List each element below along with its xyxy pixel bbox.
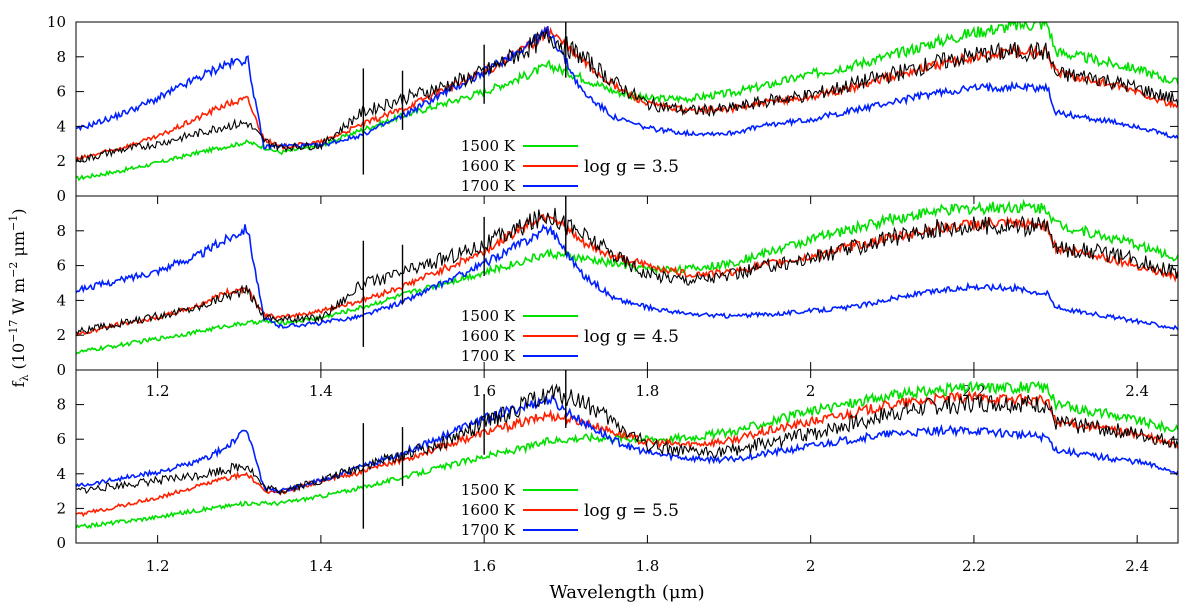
x-tick-label: 1.2 xyxy=(146,557,170,575)
legend: 1500 K 1600 K 1700 K xyxy=(461,481,578,539)
series-1600k xyxy=(76,390,1178,518)
legend-label: 1600 K xyxy=(461,157,516,175)
panel-frame xyxy=(75,369,1179,544)
x-tick-label: 1.4 xyxy=(309,382,333,400)
surface-gravity-annotation: log g = 5.5 xyxy=(584,501,679,521)
y-tick-label: 4 xyxy=(56,291,66,309)
y-tick-label: 2 xyxy=(56,326,66,344)
x-tick-label: 2.4 xyxy=(1125,557,1149,575)
y-tick-label: 4 xyxy=(56,117,66,135)
legend: 1500 K 1600 K 1700 K xyxy=(461,137,578,195)
legend-label: 1600 K xyxy=(461,501,516,519)
x-tick-label: 2.4 xyxy=(1125,382,1149,400)
legend-label: 1700 K xyxy=(461,177,516,195)
surface-gravity-annotation: log g = 4.5 xyxy=(584,327,679,347)
x-axis-label: Wavelength (μm) xyxy=(549,582,704,603)
series-1500k xyxy=(76,198,1178,355)
x-tick-label: 1.8 xyxy=(635,382,659,400)
x-tick-label: 1.8 xyxy=(635,557,659,575)
legend: 1500 K 1600 K 1700 K xyxy=(461,307,578,365)
series-observed xyxy=(76,29,1178,163)
y-tick-label: 6 xyxy=(56,83,66,101)
y-tick-label: 6 xyxy=(56,430,66,448)
y-axis-label: fλ (10−17 W m−2 μm−1) xyxy=(7,209,31,388)
y-tick-label: 6 xyxy=(56,257,66,275)
ylabel-mid2: μm xyxy=(9,231,28,262)
panels: 0 2 4 6 8 10 1500 K 1600 K 1700 K log g = 3.5 0 2 4 6… xyxy=(47,13,1179,575)
x-tick-label: 1.4 xyxy=(309,557,333,575)
ylabel-exp2: −2 xyxy=(7,262,20,278)
panel-bottom: 0 2 4 6 8 1.2 1.4 1.6 1.8 2 2.2 2.4 1500 K 1600 K 1700… xyxy=(56,369,1179,575)
ylabel-f: f xyxy=(9,380,28,387)
y-tick-label: 0 xyxy=(56,361,66,379)
y-tick-label: 8 xyxy=(56,48,66,66)
ylabel-rest: (10 xyxy=(9,343,28,375)
y-tick-label: 0 xyxy=(56,187,66,205)
x-tick-label: 2 xyxy=(806,382,816,400)
panel-top: 0 2 4 6 8 10 1500 K 1600 K 1700 K log g = 3.5 xyxy=(47,13,1179,205)
series-1700k xyxy=(76,25,1178,151)
ylabel-exp3: −1 xyxy=(7,215,20,231)
y-tick-label: 2 xyxy=(56,499,66,517)
series-group xyxy=(76,196,1178,355)
series-group xyxy=(76,22,1178,182)
legend-label: 1500 K xyxy=(461,307,516,325)
surface-gravity-annotation: log g = 3.5 xyxy=(584,157,679,177)
series-group xyxy=(76,370,1178,530)
ylabel-sub: λ xyxy=(18,375,31,382)
x-tick-label: 1.6 xyxy=(472,557,496,575)
y-tick-label: 4 xyxy=(56,465,66,483)
y-tick-label: 2 xyxy=(56,152,66,170)
ylabel-end: ) xyxy=(9,209,28,215)
series-1700k xyxy=(76,223,1178,331)
y-tick-label: 8 xyxy=(56,396,66,414)
series-observed xyxy=(76,207,1178,335)
y-tick-label: 10 xyxy=(47,13,66,31)
ylabel-mid: W m xyxy=(9,278,28,320)
legend-label: 1700 K xyxy=(461,521,516,539)
y-tick-label: 8 xyxy=(56,222,66,240)
x-tick-label: 2 xyxy=(806,557,816,575)
series-1700k xyxy=(76,394,1178,495)
legend-label: 1600 K xyxy=(461,327,516,345)
x-tick-label: 2.2 xyxy=(962,557,986,575)
ylabel-exp1: −17 xyxy=(7,320,20,343)
legend-label: 1500 K xyxy=(461,481,516,499)
x-tick-label: 1.6 xyxy=(472,382,496,400)
legend-label: 1500 K xyxy=(461,137,516,155)
series-observed xyxy=(76,383,1178,496)
y-tick-label: 0 xyxy=(56,534,66,552)
legend-label: 1700 K xyxy=(461,347,516,365)
x-tick-label: 1.2 xyxy=(146,382,170,400)
series-1500k xyxy=(76,380,1178,530)
